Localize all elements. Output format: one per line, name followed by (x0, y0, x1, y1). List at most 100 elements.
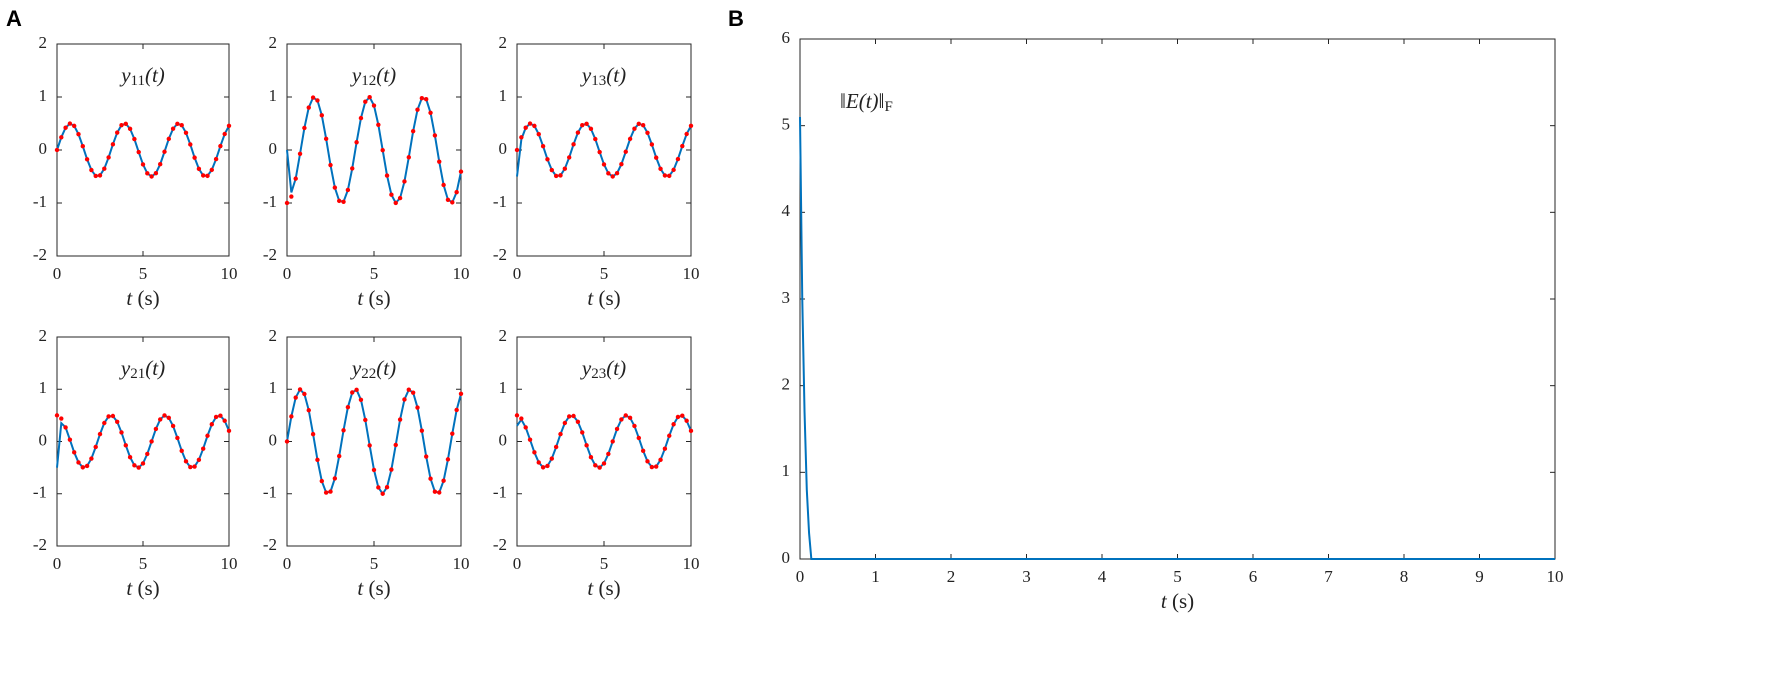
series-line (56, 414, 230, 469)
y-tick-label: -1 (33, 192, 47, 211)
series-marker (132, 463, 137, 468)
x-tick-label: 0 (283, 554, 292, 573)
series-marker (332, 476, 338, 481)
series-marker (106, 414, 111, 419)
series-marker (540, 465, 546, 470)
series-marker (619, 417, 624, 422)
x-tick-label: 5 (600, 554, 609, 573)
series-marker (63, 125, 68, 130)
series-marker (684, 418, 689, 423)
series-marker (614, 426, 620, 432)
x-tick-label: 4 (1098, 567, 1107, 586)
series-marker (553, 444, 559, 450)
series-marker (145, 171, 150, 176)
series-marker (610, 174, 615, 179)
series-marker (397, 417, 403, 422)
y-tick-label: 0 (39, 139, 48, 158)
chart-title: y12(t) (350, 63, 396, 90)
x-tick-label: 5 (139, 264, 148, 283)
x-tick-label: 0 (283, 264, 292, 283)
series-marker (170, 423, 176, 429)
series-marker (354, 140, 359, 145)
series-marker (80, 144, 86, 149)
series-marker (588, 455, 594, 460)
series-marker (536, 131, 541, 137)
chart-title: y22(t) (350, 356, 396, 383)
y-tick-label: -2 (493, 535, 507, 554)
series-marker (393, 442, 398, 448)
series-marker (545, 157, 550, 162)
series-marker (67, 121, 73, 126)
series-marker (562, 420, 568, 426)
y-tick-label: 1 (782, 461, 791, 480)
series-marker (380, 148, 385, 153)
y-tick-label: 2 (499, 326, 508, 345)
series-marker (450, 200, 455, 205)
series-marker (218, 413, 223, 418)
series-marker (371, 467, 377, 473)
series-marker (97, 431, 103, 437)
x-tick-label: 5 (1173, 567, 1182, 586)
series-marker (345, 404, 351, 410)
y-tick-label: 2 (269, 33, 278, 52)
series-marker (454, 407, 459, 413)
series-marker (389, 192, 394, 197)
series-marker (445, 457, 451, 462)
series-marker (614, 171, 620, 176)
y-tick-label: -2 (263, 535, 277, 554)
series-marker (662, 446, 668, 451)
series-marker (175, 435, 180, 441)
series-marker (310, 431, 316, 437)
panel-label: A (6, 6, 22, 31)
series-marker (123, 443, 128, 448)
y-tick-label: -2 (33, 245, 47, 264)
series-marker (645, 459, 650, 464)
y-tick-label: 0 (39, 430, 48, 449)
series-marker (80, 465, 86, 470)
series-marker (680, 413, 685, 418)
series-marker (72, 123, 77, 129)
series-marker (658, 457, 663, 463)
series-marker (354, 387, 359, 393)
series-marker (183, 130, 189, 135)
series-marker (289, 194, 294, 199)
y-tick-label: 1 (39, 86, 48, 105)
y-tick-label: -1 (493, 483, 507, 502)
series-marker (213, 156, 219, 162)
y-tick-label: 1 (39, 378, 48, 397)
series-marker (293, 395, 298, 400)
series-marker (584, 121, 589, 126)
series-marker (514, 147, 520, 153)
x-tick-label: 3 (1022, 567, 1031, 586)
series-marker (627, 415, 633, 421)
y-tick-label: 2 (269, 326, 278, 345)
series-marker (454, 189, 459, 195)
series-marker (415, 107, 420, 112)
series-marker (384, 485, 390, 490)
x-tick-label: 10 (453, 554, 470, 573)
series-marker (397, 195, 403, 201)
series-marker (441, 478, 446, 483)
series-marker (332, 185, 338, 190)
series-marker (445, 197, 451, 202)
series-marker (380, 491, 385, 496)
series-marker (575, 130, 581, 135)
series-marker (140, 162, 146, 167)
series-marker (89, 167, 94, 173)
series-marker (553, 173, 559, 179)
chart-title: ‖E(t)‖F (840, 89, 893, 116)
series-marker (640, 122, 646, 128)
series-marker (341, 199, 346, 204)
y-tick-label: 5 (782, 115, 791, 134)
x-tick-label: 10 (683, 264, 700, 283)
series-marker (350, 166, 355, 171)
series-marker (432, 489, 438, 494)
series-marker (571, 142, 576, 147)
series-marker (153, 171, 159, 176)
series-marker (688, 428, 694, 434)
series-marker (549, 167, 554, 173)
series-marker (654, 155, 659, 160)
series-marker (367, 443, 372, 448)
series-marker (106, 155, 111, 160)
series-marker (419, 95, 425, 101)
